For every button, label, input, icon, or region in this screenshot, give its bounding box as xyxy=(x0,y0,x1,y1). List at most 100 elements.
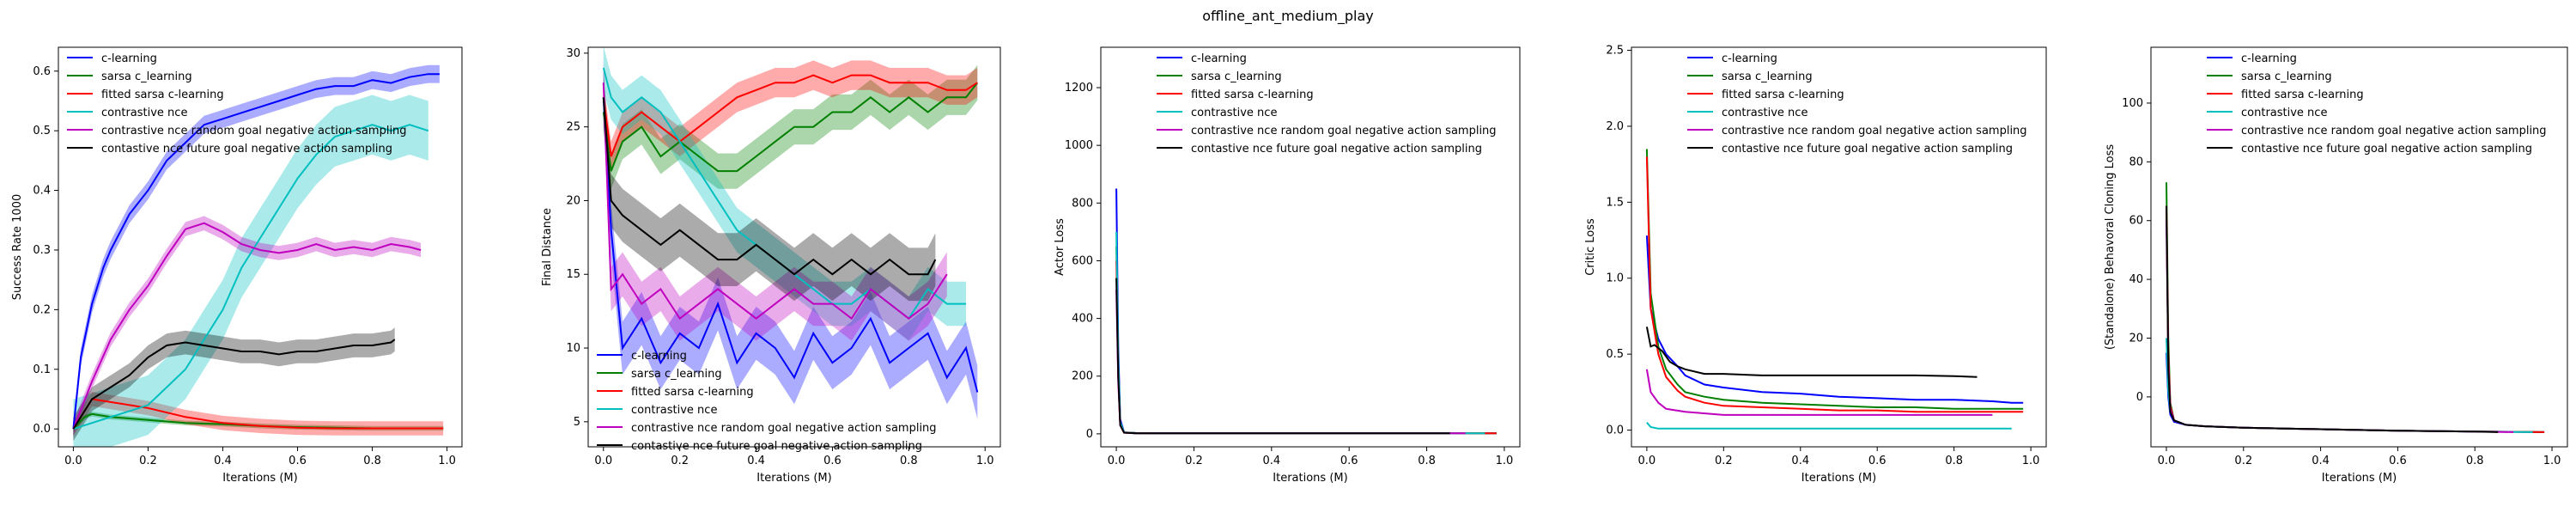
y-tick-label: 100 xyxy=(2122,97,2143,110)
x-tick-label: 0.6 xyxy=(1868,455,1886,467)
series-line xyxy=(2166,220,2514,433)
x-tick-label: 0.0 xyxy=(1108,455,1126,467)
y-tick-label: 0 xyxy=(1086,428,1093,441)
x-tick-label: 1.0 xyxy=(438,455,456,467)
series-line xyxy=(602,97,979,393)
confidence-band xyxy=(73,64,440,438)
x-axis-label: Iterations (M) xyxy=(756,472,831,485)
x-tick-label: 0.8 xyxy=(2466,455,2484,467)
legend-label: sarsa c_learning xyxy=(101,70,192,83)
legend-label: contrastive nce xyxy=(1722,107,1807,119)
x-axis-label: Iterations (M) xyxy=(1801,472,1876,485)
x-tick-label: 0.2 xyxy=(671,455,689,467)
confidence-band xyxy=(73,412,444,431)
x-tick-label: 0.6 xyxy=(2389,455,2407,467)
y-tick-label: 0.2 xyxy=(33,303,51,316)
axes-frame xyxy=(587,46,1001,448)
x-axis-label: Iterations (M) xyxy=(2322,472,2397,485)
x-tick-label: 0.4 xyxy=(1262,455,1280,467)
y-tick-label: 30 xyxy=(566,47,580,60)
axes-frame xyxy=(2150,46,2568,448)
legend-label: contrastive nce random goal negative act… xyxy=(101,125,407,137)
series-line xyxy=(2166,182,2545,433)
x-tick-label: 0.8 xyxy=(1418,455,1436,467)
legend-label: contrastive nce xyxy=(631,404,717,417)
x-tick-label: 0.0 xyxy=(1638,455,1656,467)
confidence-band xyxy=(603,70,978,419)
plot-area xyxy=(1115,188,1497,435)
y-tick-label: 0.0 xyxy=(33,423,51,436)
x-tick-label: 0.4 xyxy=(214,455,232,467)
y-tick-label: 20 xyxy=(566,194,580,207)
subplot: 0.0 0.2 0.4 0.6 0.8 1.0 0 20 40 60 80 100 Iterations… xyxy=(2104,46,2568,485)
y-tick-label: 25 xyxy=(566,121,580,134)
legend-label: c-learning xyxy=(1722,52,1777,65)
legend-label: contrastive nce xyxy=(101,107,187,119)
y-tick-label: 0.1 xyxy=(33,363,51,376)
axes-frame xyxy=(1631,46,2047,448)
y-axis-label: Final Distance xyxy=(541,208,554,286)
legend-label: fitted sarsa c-learning xyxy=(631,386,754,399)
legend-label: fitted sarsa c-learning xyxy=(2241,89,2364,101)
x-tick-label: 0.0 xyxy=(2158,455,2176,467)
y-tick-label: 0.3 xyxy=(33,244,51,257)
x-tick-label: 0.4 xyxy=(2312,455,2330,467)
y-axis-label: (Standalone) Behavoral Cloning Loss xyxy=(2104,144,2117,351)
plot-area xyxy=(2166,182,2545,433)
y-axis-label: Actor Loss xyxy=(1054,218,1066,276)
series-line xyxy=(1645,369,1993,416)
series-line xyxy=(72,222,422,430)
y-tick-label: 1.5 xyxy=(1606,196,1624,209)
subplot: 0.0 0.2 0.4 0.6 0.8 1.0 0.0 0.1 0.2 0.3 0.4 0.5 0.6 I… xyxy=(11,46,463,485)
confidence-band xyxy=(603,64,978,189)
y-tick-label: 80 xyxy=(2129,156,2143,168)
legend-label: fitted sarsa c-learning xyxy=(1191,89,1314,101)
x-tick-label: 0.2 xyxy=(1185,455,1203,467)
legend-label: contastive nce future goal negative acti… xyxy=(2241,143,2532,156)
series-line xyxy=(1645,156,2024,413)
y-tick-label: 1.0 xyxy=(1606,272,1624,285)
legend-label: sarsa c_learning xyxy=(631,368,722,381)
y-axis-label: Success Rate 1000 xyxy=(11,194,24,301)
series-line xyxy=(1645,327,1978,378)
series-line xyxy=(1646,422,2012,430)
x-axis-label: Iterations (M) xyxy=(1273,472,1347,485)
series-line xyxy=(1645,235,2024,404)
series-line xyxy=(602,82,979,173)
y-tick-label: 40 xyxy=(2129,273,2143,286)
legend-label: contastive nce future goal negative acti… xyxy=(631,440,922,453)
y-tick-label: 60 xyxy=(2129,215,2143,228)
x-tick-label: 1.0 xyxy=(2543,455,2561,467)
y-tick-label: 0.5 xyxy=(1606,348,1624,361)
x-tick-label: 0.6 xyxy=(1340,455,1358,467)
y-tick-label: 1000 xyxy=(1065,139,1093,152)
axes-frame xyxy=(1100,46,1521,448)
y-tick-label: 0 xyxy=(2136,391,2143,404)
legend-label: fitted sarsa c-learning xyxy=(1722,89,1844,101)
x-tick-label: 1.0 xyxy=(1496,455,1514,467)
series-line xyxy=(1115,278,1450,435)
confidence-band xyxy=(603,70,936,302)
plot-area xyxy=(1645,149,2024,430)
figure-title: offline_ant_medium_play xyxy=(1202,8,1374,25)
y-tick-label: 5 xyxy=(574,416,580,429)
series-line xyxy=(2166,352,2545,433)
x-tick-label: 0.8 xyxy=(1945,455,1963,467)
series-line xyxy=(1115,260,1497,435)
y-tick-label: 0.6 xyxy=(33,65,51,78)
y-tick-label: 400 xyxy=(1072,313,1093,326)
y-tick-label: 2.0 xyxy=(1606,120,1624,133)
x-tick-label: 0.2 xyxy=(139,455,157,467)
series-line xyxy=(1645,149,2024,410)
x-tick-label: 0.0 xyxy=(594,455,612,467)
y-tick-label: 15 xyxy=(566,268,580,281)
confidence-band xyxy=(73,95,428,447)
legend-label: contrastive nce random goal negative act… xyxy=(1191,125,1497,137)
series-line xyxy=(72,339,396,430)
